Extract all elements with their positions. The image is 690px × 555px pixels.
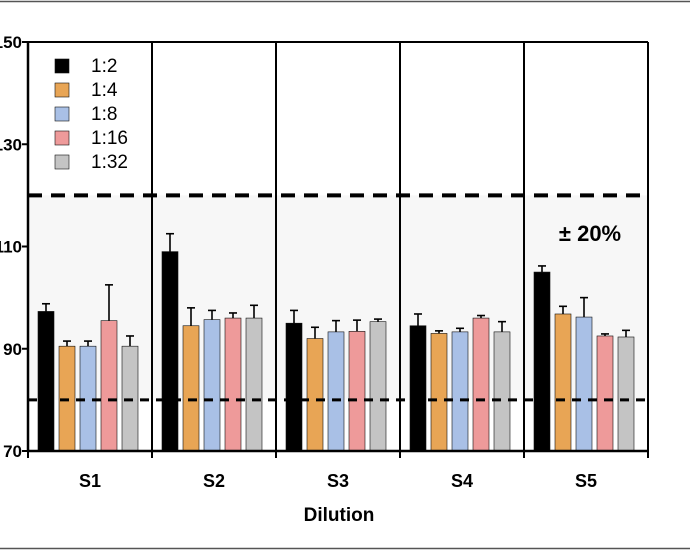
bar-s5-1-8 (575, 316, 593, 452)
bar-s4-1-4 (430, 333, 448, 452)
bar-s5-1-32 (617, 336, 635, 452)
x-axis-label: Dilution (304, 505, 375, 526)
legend-label: 1:8 (91, 104, 117, 125)
bar-s5-1-2 (533, 271, 551, 452)
x-tick-label: S3 (327, 471, 349, 491)
bar-s2-1-8 (203, 319, 221, 452)
bar-s2-1-2 (161, 251, 179, 452)
legend-label: 1:16 (91, 128, 128, 149)
bar-s3-1-2 (285, 322, 303, 452)
y-tick-label: 70 (3, 442, 22, 461)
y-tick-label: 130 (0, 135, 22, 154)
plot-area: S1 S2 S3 S4 S5 70 90 110 130 150 1:2 1:4 1:8 1:16 1:32… (0, 33, 649, 491)
legend-label: 1:2 (91, 56, 117, 77)
x-tick-label: S1 (79, 471, 101, 491)
bar-s4-1-8 (451, 331, 469, 452)
bar-s2-1-4 (182, 325, 200, 452)
bar-s1-1-16 (100, 320, 118, 452)
bar-s4-1-2 (409, 325, 427, 452)
y-tick-label: 150 (0, 33, 22, 52)
y-tick-label: 90 (3, 340, 22, 359)
legend-swatch (54, 154, 70, 170)
bar-s3-1-16 (348, 331, 366, 452)
legend-label: 1:32 (91, 152, 128, 173)
range-annotation: ± 20% (559, 221, 621, 246)
bar-s4-1-16 (472, 317, 490, 452)
y-tick-label: 110 (0, 238, 22, 257)
bar-s4-1-32 (493, 331, 511, 452)
bar-s2-1-32 (245, 317, 263, 452)
bar-s3-1-32 (369, 321, 387, 452)
legend-swatch (54, 106, 70, 122)
bar-s5-1-16 (596, 335, 614, 452)
bar-s2-1-16 (224, 317, 242, 452)
legend-swatch (54, 58, 70, 74)
bar-s5-1-4 (554, 313, 572, 452)
bar-s1-1-2 (37, 311, 55, 452)
bar-s3-1-4 (306, 338, 324, 452)
legend-label: 1:4 (91, 80, 118, 101)
legend-swatch (54, 82, 70, 98)
bar-s3-1-8 (327, 331, 345, 452)
x-tick-label: S4 (451, 471, 473, 491)
legend-swatch (54, 130, 70, 146)
x-tick-label: S5 (575, 471, 597, 491)
x-tick-label: S2 (203, 471, 225, 491)
